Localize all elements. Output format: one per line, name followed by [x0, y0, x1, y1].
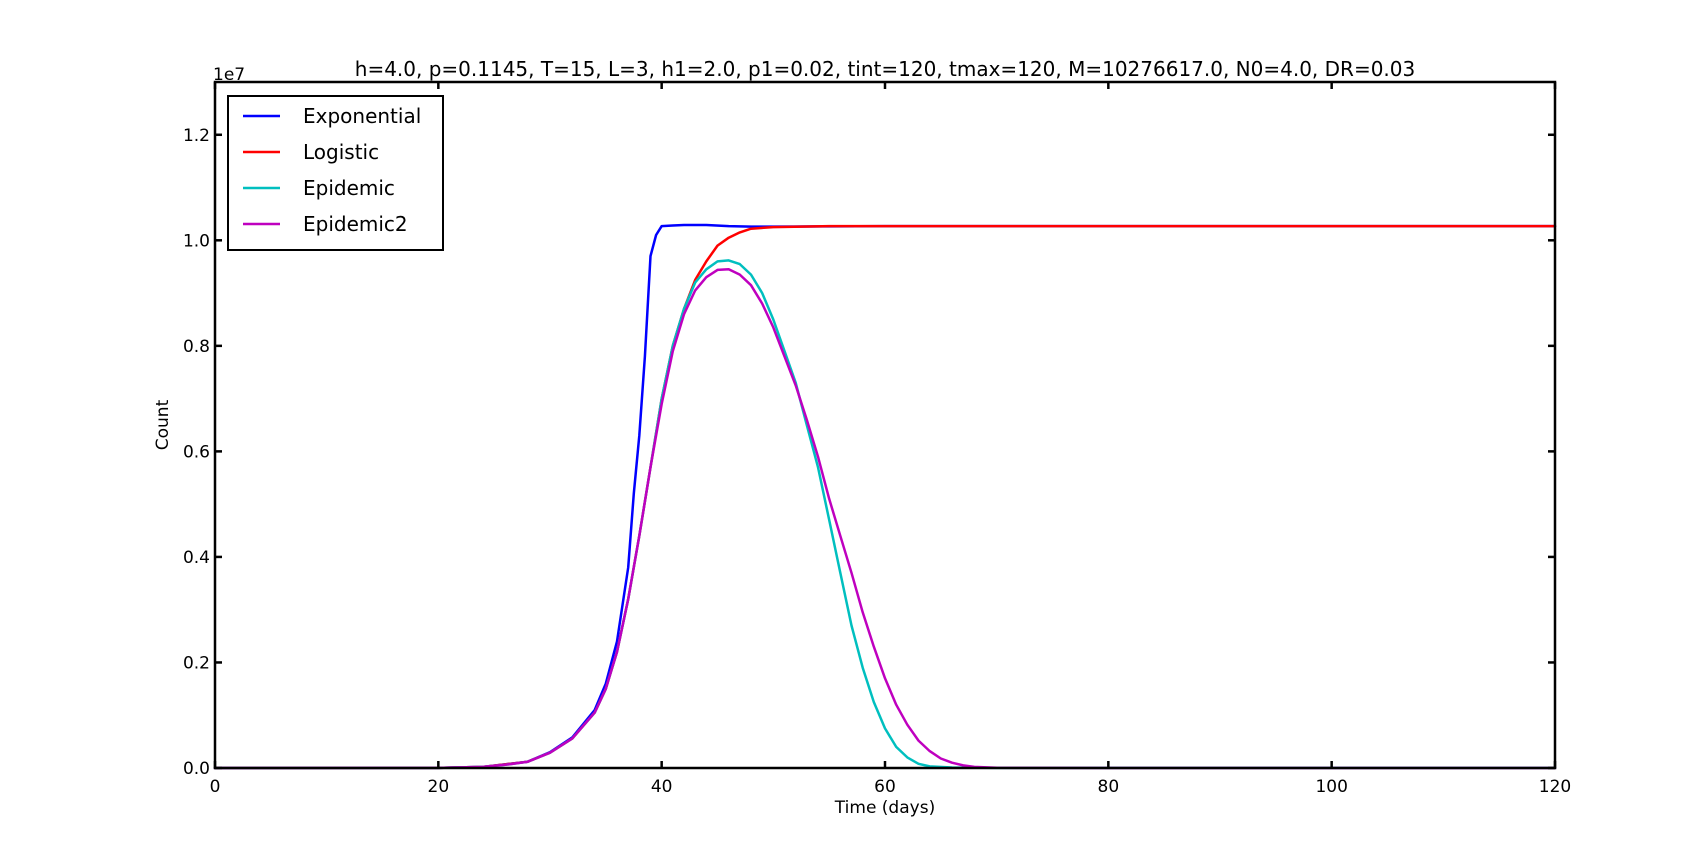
x-axis-label: Time (days) — [834, 798, 935, 818]
x-tick-label: 40 — [651, 777, 673, 797]
axis-ticks: 0 20 40 60 80 100 120 0.0 0.2 0.4 0.6 0.8 1.0 1.2 — [183, 82, 1571, 797]
y-axis-offset-label: 1e7 — [213, 65, 245, 85]
y-tick-label: 1.0 — [183, 231, 210, 251]
legend-label-exponential: Exponential — [303, 104, 421, 128]
y-axis-label: Count — [153, 399, 173, 450]
x-tick-label: 80 — [1098, 777, 1120, 797]
x-tick-label: 120 — [1539, 777, 1571, 797]
series-line-epidemic — [213, 259, 1557, 770]
y-tick-label: 0.6 — [183, 442, 210, 462]
legend-label-epidemic2: Epidemic2 — [303, 212, 408, 236]
x-tick-label: 20 — [428, 777, 450, 797]
y-tick-label: 0.0 — [183, 759, 210, 779]
legend-label-epidemic: Epidemic — [303, 176, 395, 200]
x-tick-label: 0 — [210, 777, 221, 797]
series-line-epidemic2 — [213, 268, 1557, 770]
x-tick-label: 100 — [1315, 777, 1347, 797]
series-line-exponential — [213, 223, 1557, 770]
x-tick-label: 60 — [874, 777, 896, 797]
legend: Exponential Logistic Epidemic Epidemic2 — [227, 95, 444, 251]
series-line-logistic — [213, 224, 1557, 770]
y-tick-label: 0.8 — [183, 337, 210, 357]
series-lines — [213, 223, 1557, 770]
legend-label-logistic: Logistic — [303, 140, 379, 164]
chart-title: h=4.0, p=0.1145, T=15, L=3, h1=2.0, p1=0… — [355, 57, 1415, 81]
y-tick-label: 0.2 — [183, 653, 210, 673]
y-tick-label: 0.4 — [183, 548, 210, 568]
y-tick-label: 1.2 — [183, 126, 210, 146]
